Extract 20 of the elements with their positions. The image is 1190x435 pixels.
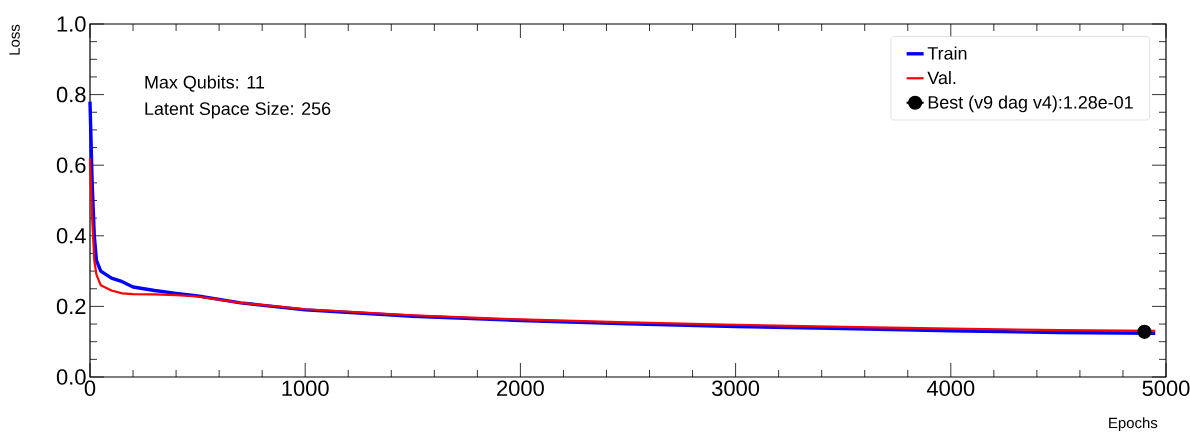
x-axis-title: Epochs <box>1109 417 1158 432</box>
y-tick-label: 0.0 <box>56 369 86 385</box>
x-tick-label: 3000 <box>712 380 760 397</box>
x-tick-label: 4000 <box>926 380 975 397</box>
line-series <box>88 157 1157 332</box>
annotation: Max Qubits: 11 <box>145 75 265 92</box>
y-axis-title: Loss <box>9 24 20 55</box>
x-tick-label: 0 <box>84 380 96 397</box>
x-tick-label: 5000 <box>1142 380 1190 397</box>
annotation: Latent Space Size: 256 <box>145 101 331 119</box>
y-tick-label: 0.6 <box>56 157 86 173</box>
legend-label: Train <box>927 46 967 60</box>
x-tick-label: 2000 <box>497 380 544 397</box>
legend-label: Val. <box>927 71 956 85</box>
y-tick-label: 1.0 <box>57 16 86 32</box>
y-tick-label: 0.4 <box>56 228 86 244</box>
y-tick-label: 0.2 <box>56 298 86 315</box>
y-tick-label: 0.8 <box>56 86 86 103</box>
x-tick-label: 1000 <box>282 380 329 397</box>
legend-label: Best (v9 dag v4):1.28e-01 <box>928 95 1133 113</box>
